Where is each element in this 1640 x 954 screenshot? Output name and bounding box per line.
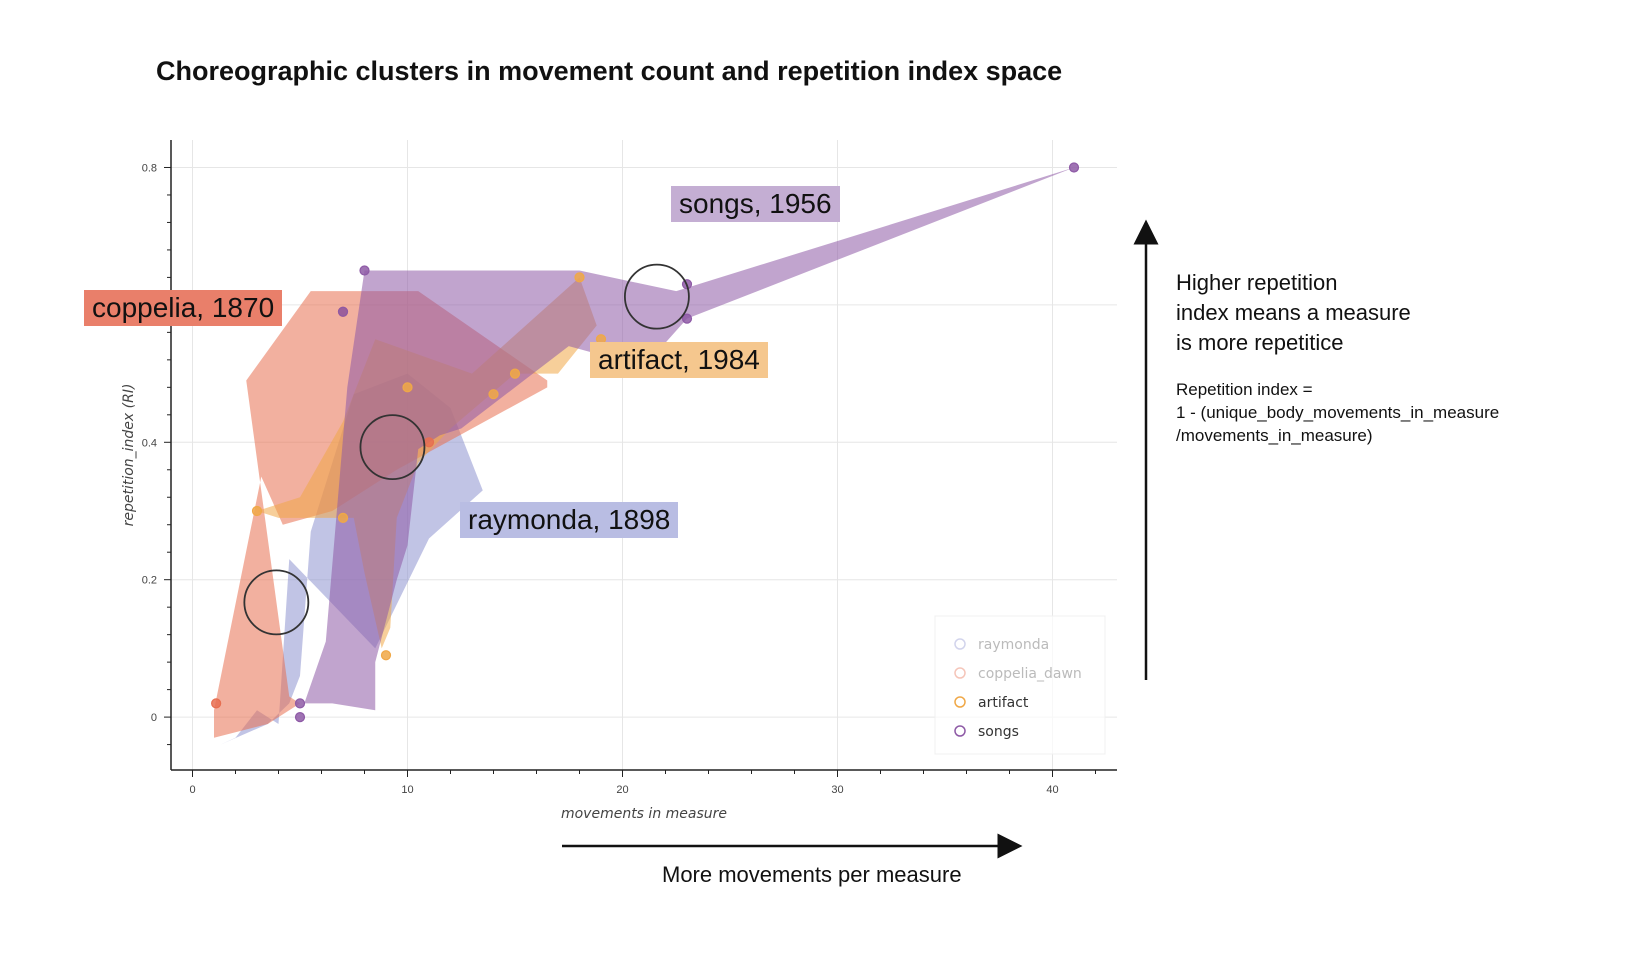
annotation-artifact: artifact, 1984 bbox=[590, 342, 768, 378]
legend-marker-raymonda[interactable] bbox=[954, 638, 966, 650]
point-songs bbox=[294, 711, 306, 723]
repetition-note: Higher repetition index means a measure … bbox=[1176, 268, 1411, 358]
highlight-circle bbox=[243, 569, 310, 636]
note-line: is more repetitice bbox=[1176, 330, 1344, 355]
legend-label-raymonda[interactable]: raymonda bbox=[978, 637, 1049, 653]
point-artifact bbox=[488, 389, 499, 400]
x-tick-label: 10 bbox=[401, 784, 413, 796]
note-line: index means a measure bbox=[1176, 300, 1411, 325]
x-tick-label: 0 bbox=[189, 784, 195, 796]
x-direction-note: More movements per measure bbox=[662, 862, 962, 887]
circle-highlights bbox=[243, 263, 690, 636]
point-songs bbox=[681, 313, 693, 324]
note-line: Higher repetition bbox=[1176, 270, 1338, 295]
legend-label-coppelia_dawn[interactable]: coppelia_dawn bbox=[978, 666, 1082, 682]
legend-label-songs[interactable]: songs bbox=[978, 724, 1019, 740]
point-coppelia_dawn bbox=[211, 698, 222, 709]
legend-marker-coppelia_dawn[interactable] bbox=[954, 667, 966, 679]
legend-label-artifact[interactable]: artifact bbox=[978, 695, 1029, 711]
point-artifact bbox=[402, 382, 413, 393]
y-tick-label: 0 bbox=[151, 712, 157, 724]
y-tick-label: 0.8 bbox=[142, 162, 157, 174]
hull-songs bbox=[304, 167, 1074, 711]
point-songs bbox=[359, 265, 370, 276]
legend-box bbox=[934, 615, 1106, 755]
annotation-raymonda: raymonda, 1898 bbox=[460, 502, 679, 538]
annotation-songs: songs, 1956 bbox=[671, 186, 840, 222]
y-tick-label: 0.2 bbox=[142, 575, 157, 587]
point-artifact bbox=[251, 505, 263, 517]
y-axis-label: repetition_index (RI) bbox=[121, 384, 137, 527]
point-coppelia_dawn bbox=[423, 437, 435, 448]
formula-line: Repetition index = bbox=[1176, 380, 1313, 399]
legend[interactable]: raymonda coppelia_dawn artifact songs bbox=[934, 615, 1106, 755]
x-tick-label: 30 bbox=[831, 784, 843, 796]
x-tick-label: 40 bbox=[1046, 784, 1058, 796]
point-songs bbox=[1068, 162, 1080, 173]
formula-line: 1 - (unique_body_movements_in_measure bbox=[1176, 403, 1500, 422]
highlight-circle bbox=[624, 263, 690, 330]
axes: 0 10 20 30 40 0 0.2 0.4 0.8 movements in measure r… bbox=[121, 140, 1117, 822]
point-artifact bbox=[380, 650, 392, 661]
data-points bbox=[211, 162, 1080, 723]
legend-marker-songs[interactable] bbox=[954, 725, 966, 737]
point-artifact bbox=[509, 368, 521, 379]
highlight-circle bbox=[359, 414, 426, 480]
formula-line: /movements_in_measure) bbox=[1176, 426, 1373, 445]
x-axis-label: movements in measure bbox=[561, 806, 727, 822]
point-artifact bbox=[574, 272, 585, 283]
x-tick-label: 20 bbox=[616, 784, 628, 796]
y-tick-label: 0.4 bbox=[142, 437, 157, 449]
point-songs bbox=[294, 698, 306, 709]
chart-title: Choreographic clusters in movement count… bbox=[156, 56, 1063, 86]
formula-note: Repetition index = 1 - (unique_body_move… bbox=[1176, 378, 1499, 447]
legend-marker-artifact[interactable] bbox=[954, 696, 966, 708]
point-songs bbox=[337, 306, 349, 317]
annotation-coppelia: coppelia, 1870 bbox=[84, 290, 283, 326]
point-artifact bbox=[337, 512, 349, 523]
